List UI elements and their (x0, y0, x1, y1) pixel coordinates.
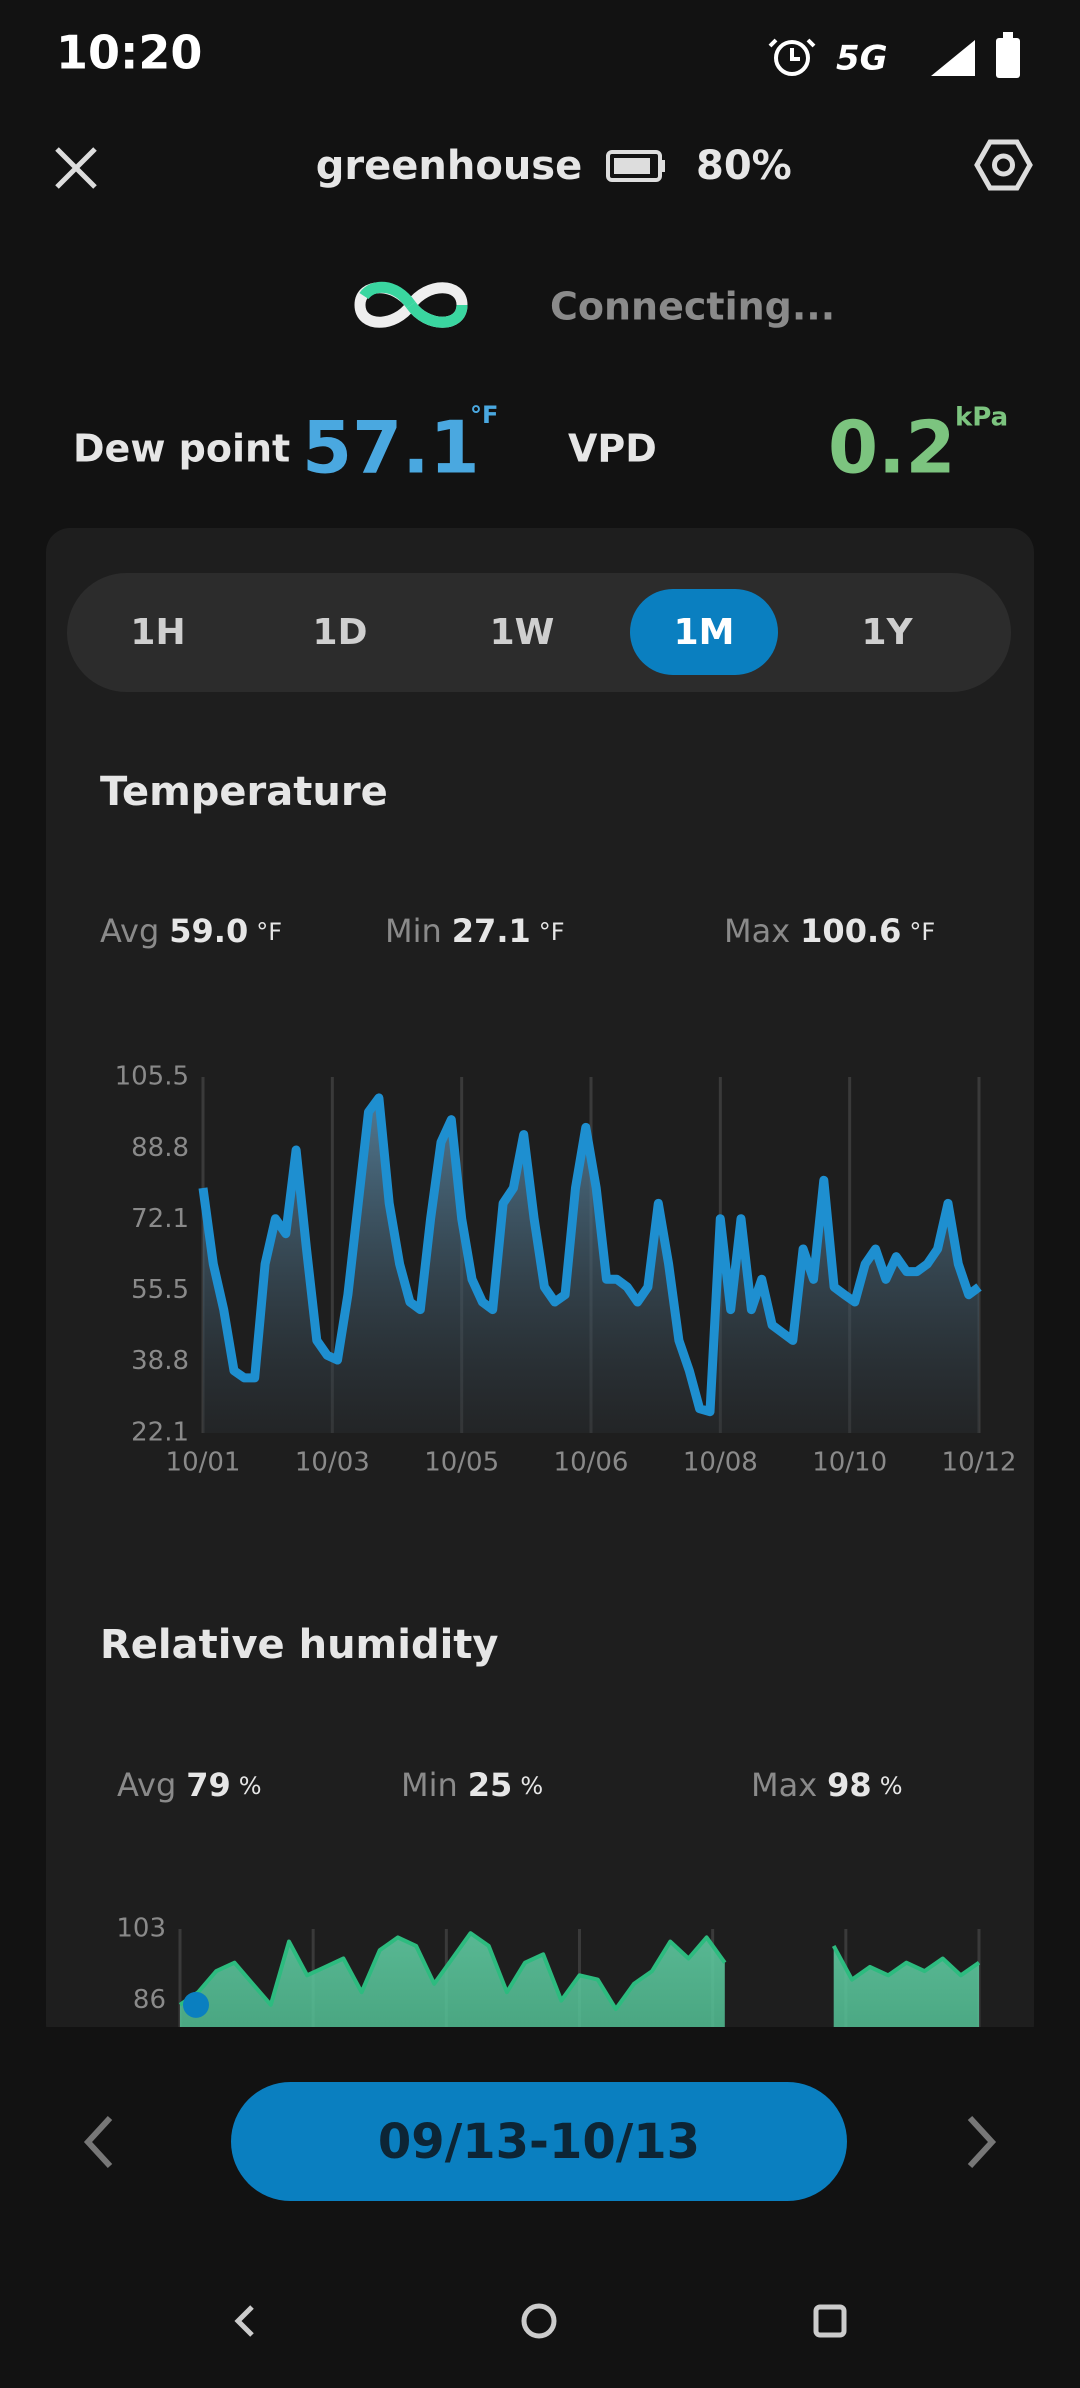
date-range-button[interactable] (231, 2082, 847, 2201)
reading-value: 0.2 (828, 406, 956, 490)
line (198, 1093, 982, 1417)
area (180, 1933, 725, 2027)
reading-label: Dew point (73, 427, 290, 471)
range-tab[interactable]: 1M (674, 612, 735, 653)
stat: Avg 59.0 °F (100, 912, 282, 950)
y-tick-label: 88.8 (131, 1133, 189, 1163)
range-tab[interactable]: 1W (490, 612, 555, 653)
x-tick-label: 10/06 (554, 1448, 629, 1478)
y-tick-label: 22.1 (131, 1418, 189, 1448)
stat-label: Max (724, 912, 790, 950)
x-tick-label: 10/12 (942, 1448, 1017, 1478)
close-button[interactable] (55, 147, 97, 189)
line (178, 1931, 727, 2012)
previous-button[interactable] (83, 2115, 113, 2169)
y-tick-label: 86 (133, 1985, 166, 2015)
battery-status-icon (996, 32, 1020, 78)
nav-back[interactable] (234, 2305, 254, 2337)
y-tick-label: 55.5 (131, 1275, 189, 1305)
stat-label: Avg (117, 1766, 176, 1804)
stat: Max 98% (751, 1766, 903, 1804)
status-time: 10:20 (56, 26, 202, 80)
selected-tab (630, 589, 778, 675)
chart-title: Temperature (100, 769, 388, 815)
battery-level: 80% (696, 143, 792, 189)
reading-unit: °F (470, 401, 498, 429)
logo (354, 281, 468, 328)
stat-unit: % (239, 1772, 262, 1800)
stat-unit: °F (256, 918, 282, 946)
stat-value: 79 (186, 1766, 231, 1804)
stat-value: 27.1 (452, 912, 531, 950)
device-name: greenhouse (316, 143, 582, 189)
nav-recents[interactable] (813, 2304, 847, 2338)
y-tick-label: 103 (116, 1914, 166, 1944)
stat-label: Min (385, 912, 442, 950)
stat-unit: °F (909, 918, 935, 946)
stat-label: Min (401, 1766, 458, 1804)
y-tick-label: 105.5 (115, 1062, 189, 1092)
signal-icon (931, 40, 975, 76)
area (203, 1097, 979, 1433)
reading-unit: kPa (955, 403, 1008, 433)
alarm-icon (768, 38, 816, 76)
stat: Min 27.1 °F (385, 912, 565, 950)
reading-label: VPD (568, 427, 657, 471)
network-type: 5G (836, 39, 888, 79)
x-tick-label: 10/08 (683, 1448, 758, 1478)
battery-icon (606, 150, 665, 182)
stat: Avg 79% (117, 1766, 262, 1804)
next-button[interactable] (967, 2115, 997, 2169)
nav-home[interactable] (521, 2303, 557, 2339)
connection-status: Connecting... (550, 285, 835, 329)
stat-value: 100.6 (800, 912, 901, 950)
date-range: 09/13-10/13 (378, 2114, 700, 2170)
stat: Max 100.6 °F (724, 912, 935, 950)
range-tab[interactable]: 1Y (861, 612, 913, 653)
chart-title: Relative humidity (100, 1622, 498, 1668)
stat-label: Avg (100, 912, 159, 950)
y-tick-label: 72.1 (131, 1204, 189, 1234)
current-point (183, 1991, 209, 2018)
stat: Min 25% (401, 1766, 543, 1804)
range-tabs (67, 573, 1011, 692)
x-tick-label: 10/05 (424, 1448, 499, 1478)
stat-label: Max (751, 1766, 817, 1804)
range-tab[interactable]: 1H (130, 612, 185, 653)
area (833, 1945, 979, 2027)
x-tick-label: 10/03 (295, 1448, 370, 1478)
stat-value: 25 (468, 1766, 513, 1804)
stat-unit: % (880, 1772, 903, 1800)
stat-value: 98 (827, 1766, 872, 1804)
range-tab[interactable]: 1D (313, 612, 368, 653)
x-tick-label: 10/01 (166, 1448, 241, 1478)
reading-value: 57.1 (302, 406, 480, 490)
x-tick-label: 10/10 (812, 1448, 887, 1478)
y-tick-label: 38.8 (131, 1346, 189, 1376)
line (831, 1944, 981, 1982)
stat-unit: °F (539, 918, 565, 946)
stat-value: 59.0 (169, 912, 248, 950)
settings-button[interactable] (974, 139, 1033, 191)
stat-unit: % (520, 1772, 543, 1800)
